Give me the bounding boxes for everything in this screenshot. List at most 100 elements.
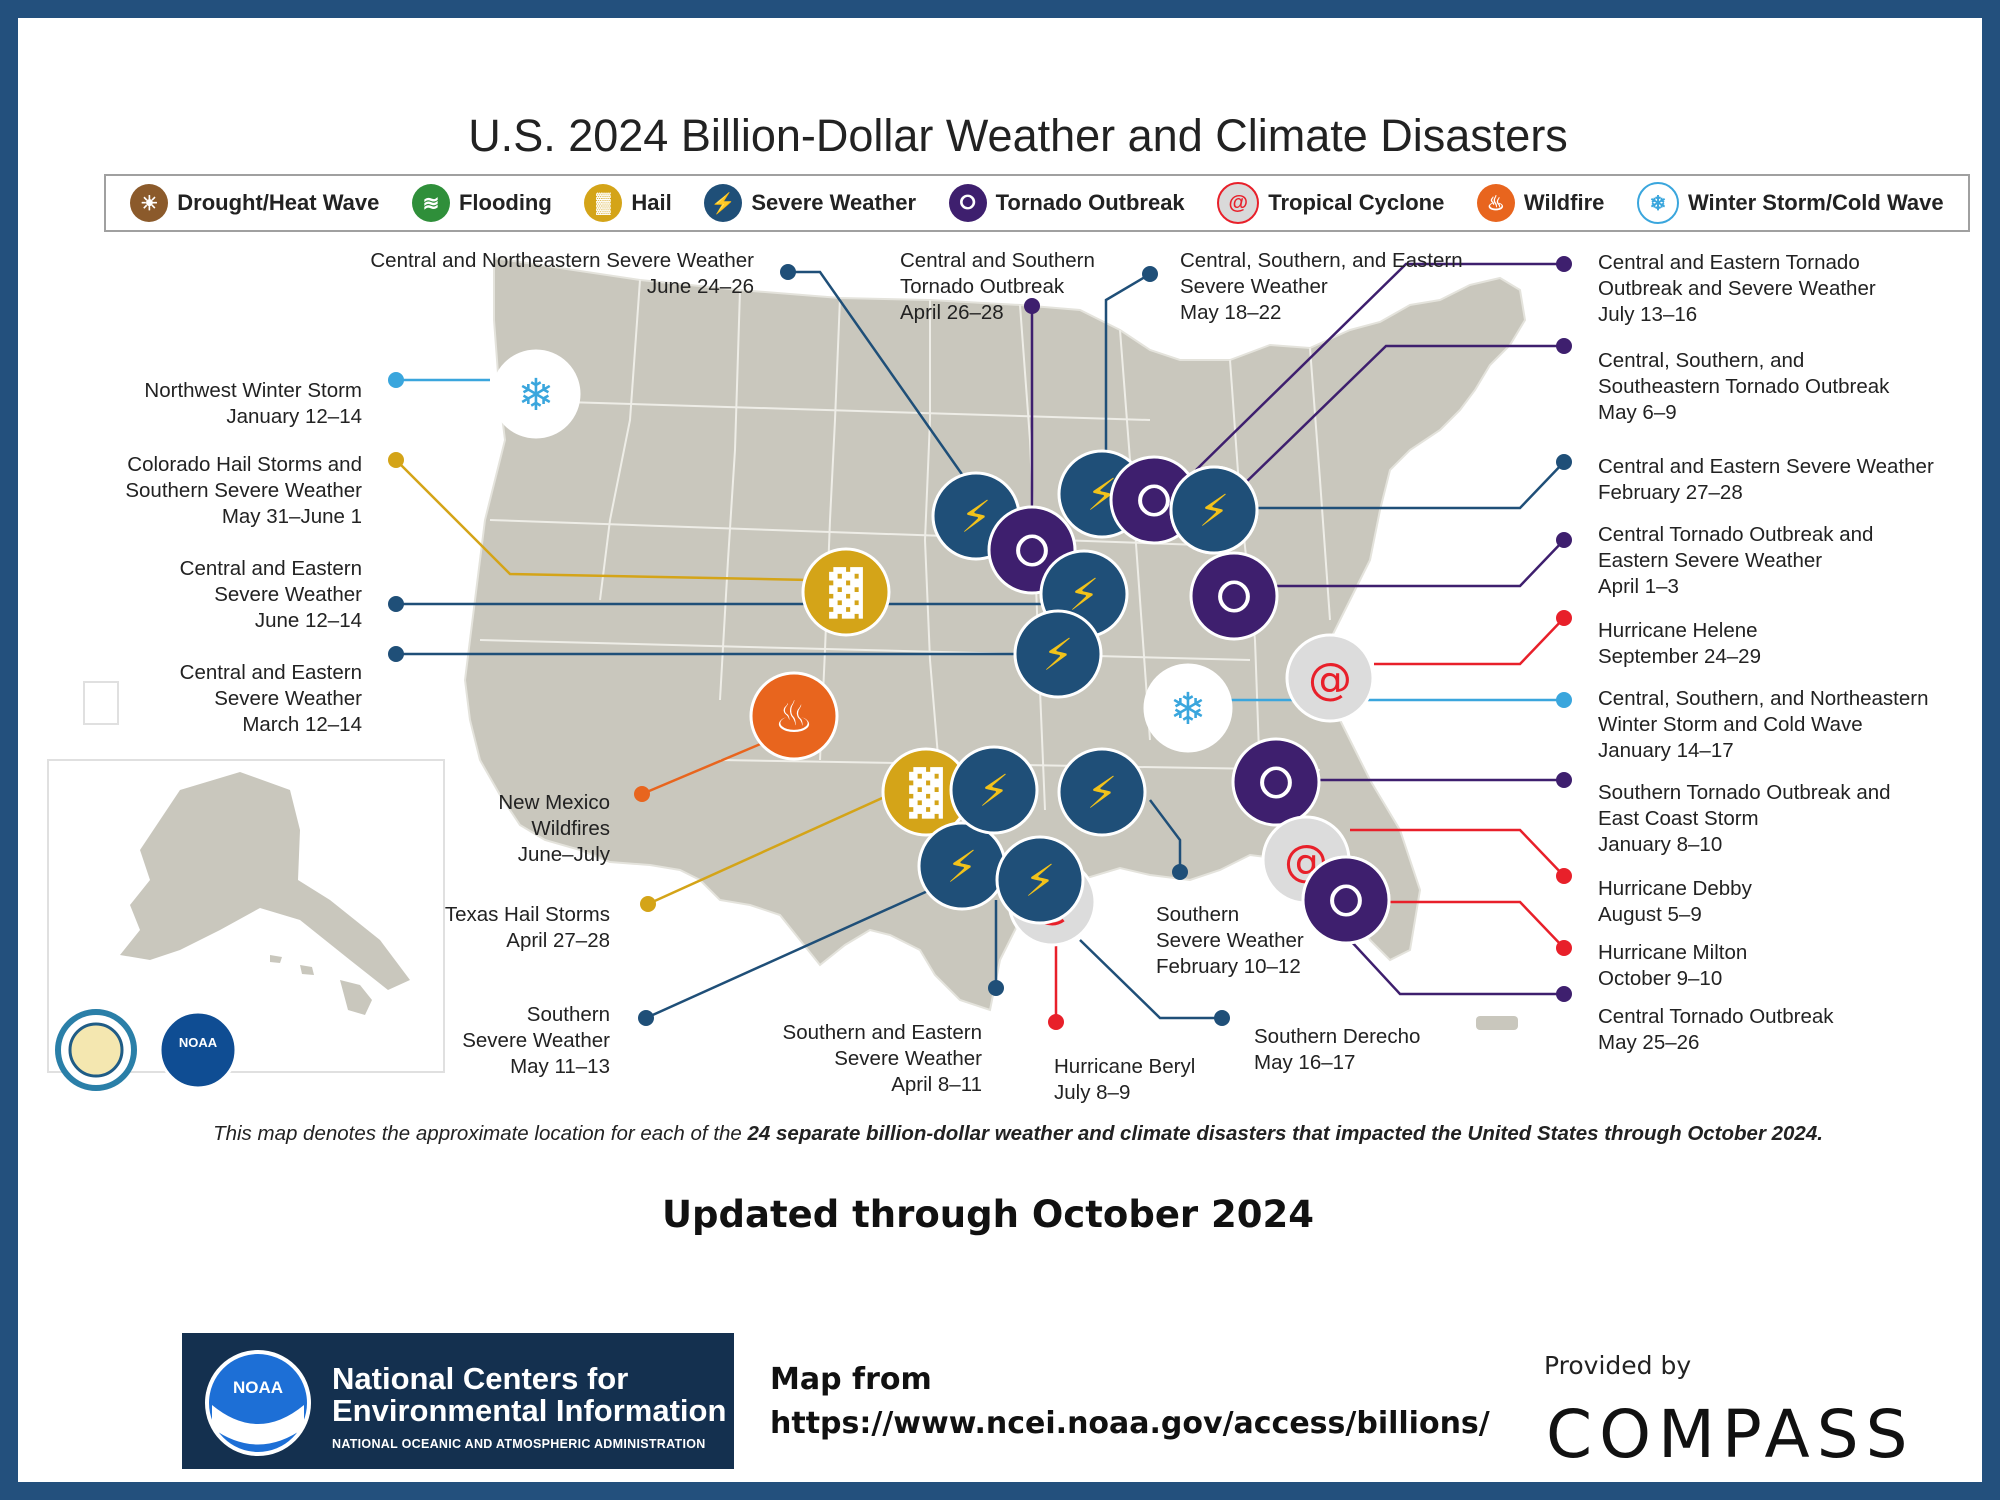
legend: ☀ Drought/Heat Wave ≋ Flooding ▓ Hail ⚡ Severe …: [104, 174, 1970, 232]
severe-weather-icon: ⚡: [1199, 486, 1230, 537]
callout-dot: [388, 372, 404, 388]
event-label-line: Hurricane Helene: [1598, 619, 1758, 642]
legend-label: Hail: [631, 190, 672, 215]
connector-line: [1195, 262, 1564, 471]
event-label-line: Severe Weather: [1180, 275, 1328, 298]
tornado-icon-marker[interactable]: [1189, 551, 1279, 641]
commerce-seal-inner: [68, 1022, 124, 1078]
event-label-line: Severe Weather: [214, 687, 362, 710]
severe-weather-icon: ⚡: [1043, 630, 1074, 681]
event-label-line: February 10–12: [1156, 955, 1301, 978]
event-label-line: Southern and Eastern: [782, 1021, 982, 1044]
event-label-line: East Coast Storm: [1598, 807, 1759, 830]
hail-icon: ▓: [829, 567, 863, 619]
map-source-url[interactable]: https://www.ncei.noaa.gov/access/billion…: [770, 1406, 1490, 1441]
connector-line: [1239, 344, 1564, 489]
seals: NOAA: [55, 1009, 238, 1091]
event-label: Central Tornado Outbreak May 25–26: [1598, 1004, 1834, 1056]
callout-dot: [1556, 256, 1572, 272]
severe-weather-icon-marker[interactable]: [1169, 465, 1259, 555]
event-label-line: May 18–22: [1180, 301, 1282, 324]
connector-line: [788, 270, 968, 481]
severe-weather-icon: ⚡: [947, 842, 978, 893]
legend-item-wildfire: ♨ Wildfire: [1476, 184, 1604, 222]
event-label: Texas Hail Storms April 27–28: [445, 902, 610, 954]
event-label-line: Texas Hail Storms: [444, 903, 610, 926]
noaa-logo-icon: NOAA: [205, 1350, 311, 1456]
connector-lines: [388, 256, 1572, 1030]
event-label-line: Colorado Hail Storms and: [127, 453, 362, 476]
legend-item-severe-weather: ⚡ Severe Weather: [704, 184, 916, 222]
severe-weather-icon: ⚡: [704, 184, 743, 222]
event-label-line: Severe Weather: [1156, 929, 1304, 952]
event-label-line: February 27–28: [1598, 481, 1743, 504]
event-label-line: May 31–June 1: [221, 505, 362, 528]
tornado-icon-marker[interactable]: [1301, 855, 1391, 945]
callout-dot: [388, 596, 404, 612]
event-label-line: Southern: [1156, 903, 1240, 926]
legend-label: Tornado Outbreak: [995, 190, 1185, 215]
event-label-line: May 11–13: [510, 1055, 610, 1078]
tornado-icon: ⭘: [1328, 876, 1363, 927]
severe-weather-icon-marker[interactable]: [1013, 609, 1103, 699]
event-label-line: January 12–14: [226, 405, 362, 428]
event-label-line: July 8–9: [1054, 1081, 1131, 1104]
connector-line: [1276, 539, 1565, 588]
tornado-icon-marker[interactable]: [1231, 737, 1321, 827]
event-label-line: Tornado Outbreak: [900, 275, 1065, 298]
event-label-line: May 25–26: [1598, 1031, 1700, 1054]
hail-icon-marker[interactable]: [801, 547, 891, 637]
winter-storm-icon-marker[interactable]: [491, 349, 581, 439]
map-caption: This map denotes the approximate locatio…: [18, 1122, 1982, 1146]
tropical-cyclone-icon-marker[interactable]: [1285, 633, 1375, 723]
callout-dot: [388, 452, 404, 468]
event-label-line: Eastern Severe Weather: [1598, 549, 1823, 572]
event-label-line: January 8–10: [1598, 833, 1723, 856]
event-label: Central and Northeastern Severe Weather J…: [370, 248, 754, 300]
callout-dot: [1556, 692, 1572, 708]
ncei-name-line1: National Centers for: [332, 1361, 629, 1396]
event-label: Hurricane Beryl July 8–9: [1054, 1054, 1195, 1106]
ncei-name: National Centers for Environmental Infor…: [332, 1363, 726, 1427]
callout-dot: [640, 896, 656, 912]
compass-logo: COMPASS: [1546, 1396, 1915, 1473]
winter-storm-icon: ❄: [1636, 182, 1679, 224]
event-label-line: Southern: [526, 1003, 610, 1026]
event-label-line: Central, Southern, and Northeastern: [1598, 687, 1929, 710]
event-label-line: April 27–28: [506, 929, 610, 952]
winter-storm-icon-marker[interactable]: [1143, 663, 1233, 753]
callout-dot: [388, 646, 404, 662]
legend-item-hail: ▓ Hail: [584, 184, 672, 222]
callout-dot: [638, 1010, 654, 1026]
connector-line: [395, 459, 811, 582]
updated-notice: Updated through October 2024: [661, 1193, 1315, 1236]
callout-dot: [1556, 868, 1572, 884]
connector-line: [647, 788, 901, 906]
event-label: Colorado Hail Storms and Southern Severe …: [125, 452, 362, 530]
event-label: Southern Derecho May 16–17: [1254, 1024, 1420, 1076]
severe-weather-icon-marker[interactable]: [995, 835, 1085, 925]
event-label-line: Central Tornado Outbreak and: [1598, 523, 1874, 546]
event-label-line: Central and Eastern: [179, 557, 362, 580]
connector-line: [1240, 461, 1565, 510]
disaster-map: ⚡⭘⚡⭘⭘⚡⭘@❄⭘@@⭘❄▓⚡⚡♨▓⚡⚡@⚡⚡ NOAA: [47, 256, 1572, 1091]
severe-weather-icon-marker[interactable]: [1057, 747, 1147, 837]
legend-item-drought: ☀ Drought/Heat Wave: [130, 184, 379, 222]
svg-text:NOAA: NOAA: [233, 1378, 283, 1397]
event-label-line: May 16–17: [1254, 1051, 1356, 1074]
connector-line: [641, 738, 771, 796]
wildfire-icon-marker[interactable]: [749, 671, 839, 761]
wildfire-icon: ♨: [774, 692, 813, 743]
event-label: Central, Southern, and Southeastern Torna…: [1598, 348, 1889, 426]
alaska-shape: [120, 772, 410, 990]
noaa-seal: [158, 1010, 238, 1090]
tornado-icon: ⭘: [1258, 758, 1293, 809]
puerto-rico-shape: [1476, 1016, 1518, 1030]
event-label-line: Central and Southern: [900, 249, 1095, 272]
severe-weather-icon-marker[interactable]: [949, 745, 1039, 835]
hail-icon: ▓: [909, 767, 943, 819]
noaa-seal-text: NOAA: [179, 1035, 218, 1050]
legend-label: Flooding: [458, 190, 552, 215]
event-label-line: Severe Weather: [834, 1047, 982, 1070]
